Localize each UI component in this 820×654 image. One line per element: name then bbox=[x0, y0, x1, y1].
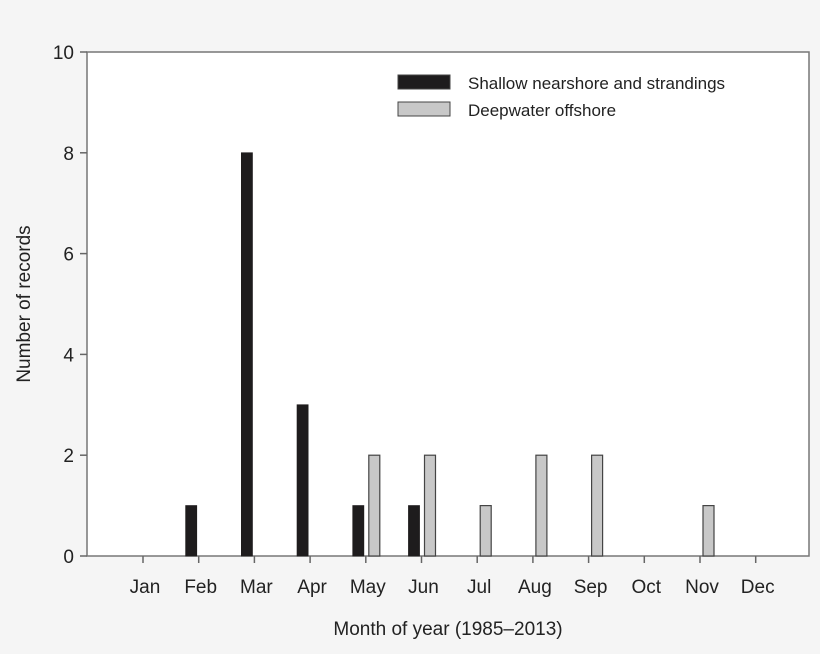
bar-shallow bbox=[408, 505, 420, 557]
legend-swatch-shallow bbox=[397, 74, 451, 90]
y-axis-title: Number of records bbox=[14, 225, 35, 382]
y-axis: 0 2 4 6 8 10 bbox=[53, 43, 87, 568]
bar-shallow bbox=[352, 505, 365, 557]
x-tick-label: Jun bbox=[408, 577, 439, 598]
x-tick-label: Jul bbox=[467, 577, 491, 598]
x-tick-label: Aug bbox=[518, 577, 552, 598]
bar-deepwater bbox=[590, 454, 604, 557]
bar-deepwater bbox=[535, 454, 548, 557]
y-tick-label: 8 bbox=[63, 144, 74, 165]
y-tick-label: 6 bbox=[63, 245, 74, 266]
x-axis: Jan Feb Mar Apr May Jun Jul Aug Sep Oct Nov Dec bbox=[130, 556, 775, 598]
x-tick-label: Apr bbox=[297, 577, 327, 598]
legend-swatch-deepwater bbox=[397, 101, 451, 117]
y-tick-label: 4 bbox=[63, 345, 74, 366]
x-tick-label: Mar bbox=[240, 577, 273, 598]
y-tick-label: 10 bbox=[53, 43, 74, 64]
bar-shallow bbox=[185, 505, 198, 557]
x-tick-label: Nov bbox=[685, 577, 719, 598]
x-tick-label: Jan bbox=[130, 577, 161, 598]
legend-label-deepwater: Deepwater offshore bbox=[468, 101, 616, 120]
x-axis-title: Month of year (1985–2013) bbox=[333, 619, 562, 640]
bar-deepwater bbox=[702, 505, 715, 557]
legend-label-shallow: Shallow nearshore and strandings bbox=[468, 74, 725, 93]
x-tick-label: Oct bbox=[632, 577, 662, 598]
y-tick-label: 2 bbox=[63, 446, 74, 467]
bar-deepwater bbox=[479, 505, 492, 557]
bars bbox=[185, 152, 715, 557]
plot-area bbox=[86, 51, 810, 557]
bar-shallow bbox=[240, 152, 253, 557]
x-tick-label: Sep bbox=[574, 577, 608, 598]
bar-shallow bbox=[296, 404, 309, 557]
bar-deepwater bbox=[368, 454, 381, 557]
bar-deepwater bbox=[423, 454, 437, 557]
legend: Shallow nearshore and strandings Deepwat… bbox=[397, 74, 725, 120]
x-tick-label: May bbox=[350, 577, 386, 598]
x-tick-label: Feb bbox=[184, 577, 217, 598]
x-tick-label: Dec bbox=[741, 577, 775, 598]
y-tick-label: 0 bbox=[63, 547, 74, 568]
